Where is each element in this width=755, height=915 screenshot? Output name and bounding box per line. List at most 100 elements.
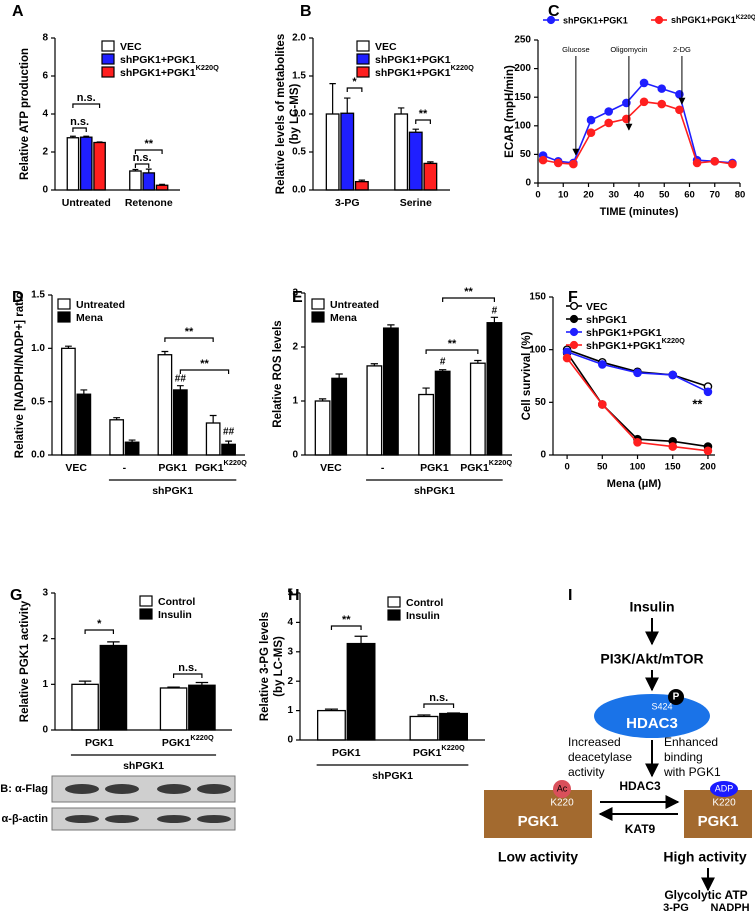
x-tick-label: Retenone <box>125 197 173 209</box>
annotation: 2-DG <box>673 45 691 54</box>
legend-label: Mena <box>330 312 357 324</box>
error-bar <box>159 183 166 186</box>
x-axis-label: Mena (μM) <box>607 478 662 490</box>
annotation: n.s. <box>178 662 197 674</box>
x-tick-label: - <box>123 462 127 474</box>
y-tick-label: 150 <box>529 292 546 303</box>
x-tick-label: 60 <box>684 190 695 201</box>
blot: IB: α-Flag IB: α-β-actin <box>0 775 236 831</box>
bar <box>129 170 142 191</box>
y-axis-label: Relative [NADPH/NADP+] ratio <box>14 292 26 458</box>
annotation: ** <box>200 358 209 370</box>
y-tick-label: 0 <box>42 725 48 736</box>
error-bar <box>358 179 366 182</box>
point <box>639 78 649 88</box>
x-tick-label: 3-PG <box>335 197 360 209</box>
y-axis-label: Relative PGK1 activity <box>19 600 31 722</box>
edge-label: KAT9 <box>625 822 656 836</box>
blot-label: IB: α-Flag <box>0 783 48 795</box>
text-part: shPGK1+PGK1 <box>375 67 451 79</box>
error-bar <box>161 350 169 355</box>
y-tick-label: 3 <box>292 288 298 299</box>
legend-marker <box>546 15 556 25</box>
legend-marker <box>569 314 579 324</box>
x-tick-label: - <box>381 462 385 474</box>
x-tick-label: 10 <box>558 190 569 201</box>
x-tick-label: VEC <box>320 462 342 474</box>
panel-label: E <box>292 289 303 306</box>
y-tick-label: 0.0 <box>31 450 45 461</box>
x-tick-label: 50 <box>597 462 608 473</box>
protein-box <box>684 790 752 838</box>
y-axis-label: Relative levels of metabolites <box>275 34 287 194</box>
superscript: K220Q <box>441 743 465 752</box>
x-tick-label: 0 <box>564 462 569 473</box>
legend-label: Untreated <box>330 299 379 311</box>
annotation: n.s. <box>77 92 96 104</box>
bar <box>382 327 399 456</box>
state-label: High activity <box>663 849 746 865</box>
bar <box>486 322 503 456</box>
bar <box>325 113 340 191</box>
output-label: Glycolytic ATP <box>664 888 747 902</box>
note: activity <box>568 765 605 779</box>
y-tick-label: 100 <box>529 344 546 355</box>
bar <box>172 389 188 456</box>
y-tick-label: 4 <box>42 109 48 120</box>
y-tick-label: 5 <box>287 588 293 599</box>
point <box>668 370 678 380</box>
bar <box>221 443 236 456</box>
bar <box>142 172 156 191</box>
bar <box>66 137 80 191</box>
group-label: shPGK1 <box>372 770 413 782</box>
legend-swatch <box>139 608 153 620</box>
y-axis-label: (by LC-MS) <box>289 83 301 144</box>
bar <box>394 113 409 191</box>
y-axis-label: ECAR (mpH/min) <box>504 65 516 158</box>
y-tick-label: 0.5 <box>31 396 45 407</box>
text-part: shPGK1+PGK1 <box>671 15 736 25</box>
bar <box>93 141 106 191</box>
point <box>622 98 631 108</box>
site-label: K220 <box>550 798 574 809</box>
significance-bracket <box>415 119 431 124</box>
error-bar <box>107 641 120 646</box>
y-tick-label: 6 <box>42 71 48 82</box>
bar <box>124 441 140 456</box>
significance-bracket <box>425 349 479 354</box>
error-bar <box>422 387 430 395</box>
point <box>710 156 720 166</box>
legend-swatch <box>57 311 71 323</box>
x-tick-label: PGK1K220Q <box>195 458 247 473</box>
node-label: PGK1 <box>518 813 559 830</box>
legend-label: shPGK1+PGK1 <box>563 15 628 25</box>
legend-swatch <box>356 53 370 65</box>
error-bar <box>387 324 395 329</box>
superscript: K220Q <box>224 458 248 467</box>
bar <box>157 354 173 456</box>
group-label: shPGK1 <box>123 760 164 772</box>
note: binding <box>664 750 703 764</box>
y-tick-label: 2 <box>42 633 48 644</box>
significance-bracket <box>442 297 496 302</box>
error-bar <box>412 128 419 133</box>
bar <box>469 362 486 456</box>
error-bar <box>80 389 88 395</box>
legend-marker <box>569 301 579 311</box>
point <box>622 114 631 124</box>
x-tick-label: 40 <box>634 190 645 201</box>
x-tick-label: PGK1K220Q <box>413 743 465 758</box>
legend-label: shPGK1+PGK1 <box>120 54 196 66</box>
annotation: ** <box>464 286 473 298</box>
error-bar <box>176 385 184 390</box>
y-tick-label: 150 <box>514 92 531 103</box>
y-tick-label: 4 <box>287 617 293 628</box>
mod-badge <box>553 780 571 798</box>
legend-swatch <box>311 311 325 323</box>
error-bar <box>447 712 461 714</box>
text-part: PGK1 <box>162 737 191 749</box>
blot-bands <box>65 784 231 823</box>
bar <box>76 393 92 456</box>
superscript: K220Q <box>190 733 214 742</box>
